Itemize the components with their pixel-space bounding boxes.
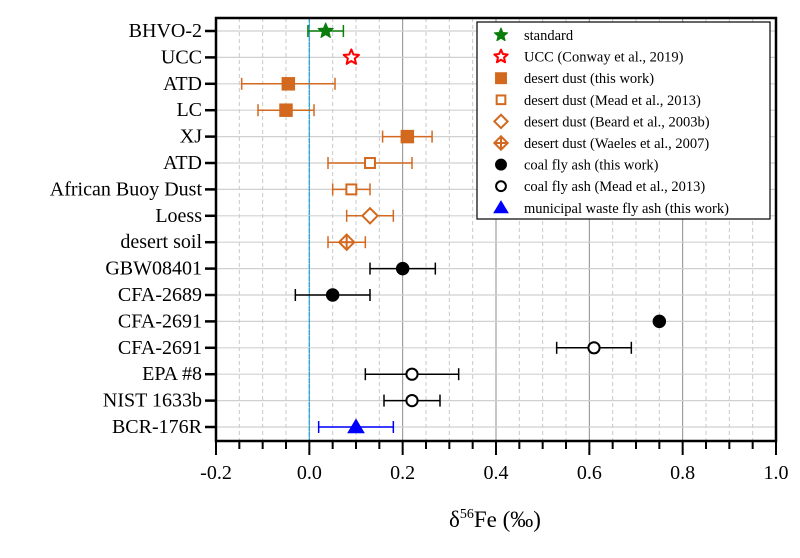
data-point-lc [257,103,315,117]
legend-box [476,21,771,220]
marker-circle-filled [652,314,667,329]
data-point-epa-8 [364,367,460,381]
y-tick-label: LC [176,99,202,121]
y-tick-label: Loess [155,205,202,227]
x-tick-label: 0.2 [390,462,415,484]
data-point-xj [381,129,433,144]
legend-label: coal fly ash (Mead et al., 2013) [524,179,705,195]
marker-circle-filled [395,261,410,276]
marker-triangle-filled [347,418,365,434]
marker-diamond-open [360,206,380,225]
legend-item: UCC (Conway et al., 2019) [493,48,684,66]
legend-label: desert dust (Mead et al., 2013) [524,93,701,109]
data-point-atd [327,157,413,169]
data-point-cfa-2689 [294,288,371,302]
data-point-cfa-2691 [555,341,633,355]
legend-label: coal fly ash (this work) [524,158,659,174]
data-point-desert-soil [327,233,367,252]
data-point-african-buoy-dust [331,183,371,196]
y-tick-label: GBW08401 [105,258,202,280]
marker-square-filled [279,103,293,117]
data-point-nist-1633b [383,394,441,408]
y-tick-label: CFA-2691 [118,310,202,332]
legend-item: desert dust (Mead et al., 2013) [495,93,701,109]
marker-circle-filled [325,288,340,302]
y-tick-label: African Buoy Dust [50,178,203,200]
legend-marker-diamond-open [492,113,510,130]
x-tick-label: -0.2 [200,462,232,484]
y-tick-label: ATD [163,73,202,95]
data-points [240,22,667,434]
marker-square-filled [400,129,415,144]
y-tick-label: UCC [161,46,202,68]
legend-item: desert dust (Waeles et al., 2007) [492,134,709,152]
data-point-gbw08401 [369,261,437,276]
legend-label: desert dust (Beard et al., 2003b) [524,114,710,130]
data-point-bcr-176r [317,418,395,434]
x-axis-label-delta: δ [449,507,460,532]
y-tick-label: NIST 1633b [103,390,202,412]
data-point-atd [240,77,336,91]
data-point-loess [345,206,395,225]
legend-marker-circle-open [495,180,507,193]
legend-item: desert dust (this work) [495,71,654,87]
y-tick-label: ATD [163,152,202,174]
x-tick-label: 0.8 [670,462,695,484]
y-tick-label: EPA #8 [142,363,202,385]
marker-square-filled [281,77,296,91]
x-tick-label: 0.0 [297,462,322,484]
legend-marker-triangle-filled [493,200,509,214]
y-tick-label: desert soil [120,231,202,253]
legend-item: desert dust (Beard et al., 2003b) [492,113,710,130]
y-tick-label: CFA-2691 [118,337,202,359]
y-tick-label: BCR-176R [112,416,203,438]
legend-label: UCC (Conway et al., 2019) [524,50,684,66]
y-tick-label: XJ [180,126,202,148]
data-point-bhvo-2 [307,22,345,38]
legend-item: coal fly ash (this work) [495,158,659,174]
x-tick-label: 0.4 [484,462,509,484]
legend-marker-star-open [493,48,509,64]
legend-label: desert dust (Waeles et al., 2007) [524,136,709,152]
legend-marker-star-filled [493,27,509,42]
legend-label: desert dust (this work) [524,71,654,87]
marker-square-open [364,157,376,169]
legend-marker-square-open [495,94,507,106]
x-tick-label: 0.6 [577,462,602,484]
x-axis-label-superscript: 56 [460,507,474,522]
marker-circle-open [405,367,419,381]
legend-item: municipal waste fly ash (this work) [493,200,729,217]
legend-label: standard [524,28,574,44]
x-tick-label: 1.0 [764,462,789,484]
x-axis: -0.2 0.0 0.2 0.4 0.6 0.8 1.0 [200,441,789,484]
marker-circle-open [405,394,419,408]
x-axis-label-rest: Fe (‰) [474,507,541,532]
data-point-ucc [342,48,360,65]
legend-marker-square-filled [495,72,507,85]
legend-marker-circle-filled [495,158,507,171]
legend-label: municipal waste fly ash (this work) [524,201,729,217]
x-axis-label: δ56Fe (‰) [449,507,541,532]
legend-item: coal fly ash (Mead et al., 2013) [495,179,705,195]
marker-star-filled [317,22,334,38]
marker-circle-open [587,341,601,355]
data-point-cfa-2691 [652,314,667,329]
y-tick-label: BHVO-2 [129,20,202,42]
y-axis: BHVO-2 UCC ATD LC XJ ATD African Buoy Dust Loes… [50,20,216,438]
legend-item: standard [493,27,574,44]
marker-star-open [342,48,360,65]
y-tick-label: CFA-2689 [118,284,202,306]
legend: standard UCC (Conway et al., 2019) desert … [476,21,771,220]
marker-square-open [345,183,358,196]
